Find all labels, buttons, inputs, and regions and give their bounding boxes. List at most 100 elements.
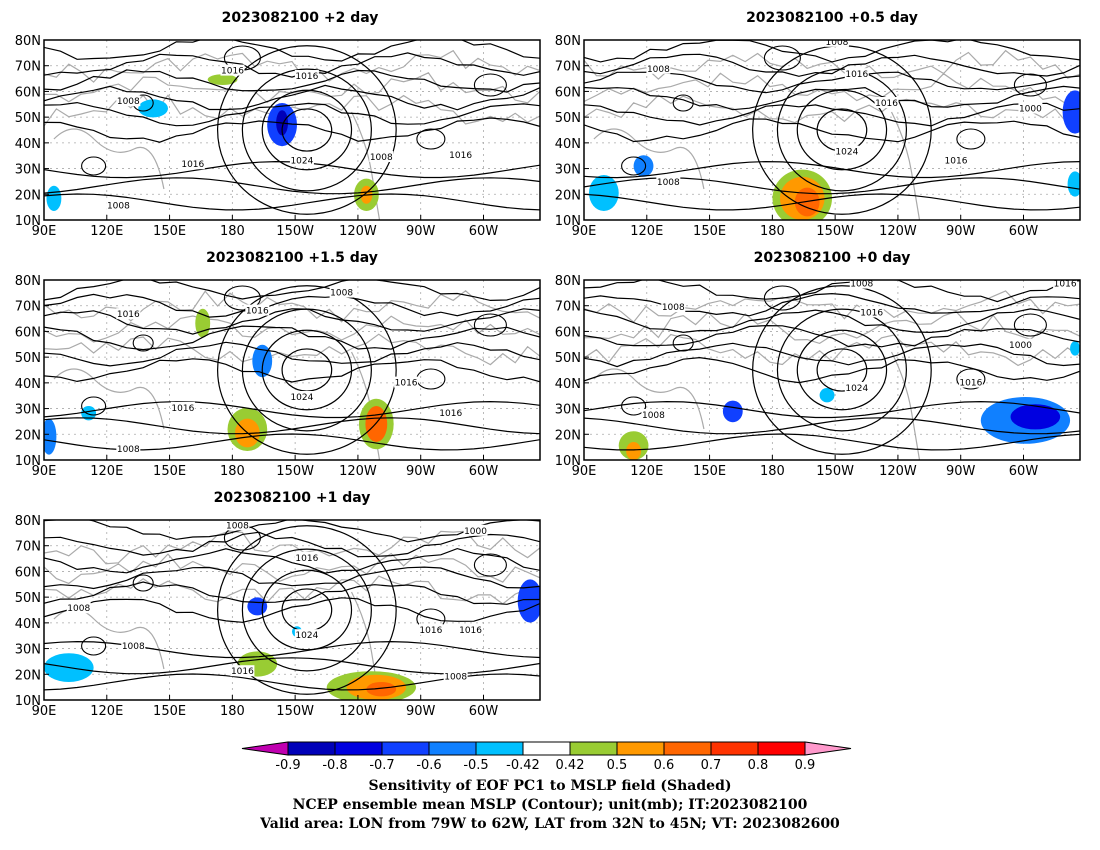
mslp-contour xyxy=(816,348,868,392)
lon-tick-label: 90W xyxy=(946,464,976,479)
contour-label: 1024 xyxy=(845,384,868,394)
mslp-contour xyxy=(584,400,1080,419)
mslp-contour xyxy=(81,396,107,416)
lon-tick-label: 150E xyxy=(693,464,726,479)
lon-tick-label: 120W xyxy=(339,704,377,719)
lon-tick-label: 90E xyxy=(572,224,597,239)
contour-label: 1000 xyxy=(1009,341,1032,351)
colorbar-bin xyxy=(710,741,759,756)
mslp-contour xyxy=(44,293,540,318)
contour-label-bg xyxy=(116,95,141,107)
mslp-contour xyxy=(956,368,986,390)
mslp-contour xyxy=(584,85,1080,111)
mslp-contour xyxy=(584,118,1080,143)
map-field: 1008 1000 1016 1008 1024 1016 1016 1008 1016 1008 xyxy=(44,520,540,700)
colorbar-label: 0.7 xyxy=(701,758,722,773)
coastline xyxy=(584,72,1080,106)
contour-label: 1016 xyxy=(1054,280,1077,290)
lon-tick-label: 150W xyxy=(816,464,854,479)
mslp-contour xyxy=(584,160,1080,179)
contour-label: 1024 xyxy=(295,631,318,641)
lat-tick-label: 30N xyxy=(15,403,41,418)
lat-tick-label: 10N xyxy=(15,694,41,709)
colorbar-label: -0.9 xyxy=(275,758,300,773)
mslp-contour xyxy=(44,566,540,590)
mslp-contour xyxy=(44,308,540,335)
lon-tick-label: 180 xyxy=(760,224,785,239)
contour-label-bg xyxy=(1053,280,1078,289)
contour-label: 1008 xyxy=(657,178,680,188)
lat-tick-label: 40N xyxy=(15,137,41,152)
contour-label: 1008 xyxy=(662,303,685,313)
coastline xyxy=(44,530,540,565)
contour-label-bg xyxy=(944,154,968,166)
contour-label-bg xyxy=(656,176,681,188)
coastline xyxy=(584,94,1080,125)
contour-label: 1008 xyxy=(107,202,130,212)
colorbar-bin xyxy=(757,741,806,756)
mslp-contour xyxy=(1013,313,1047,337)
colorbar-bin xyxy=(475,741,524,756)
lon-tick-label: 180 xyxy=(760,464,785,479)
contour-label: 1016 xyxy=(459,626,482,636)
contour-label: 1008 xyxy=(647,65,670,75)
colorbar-label: -0.8 xyxy=(322,758,347,773)
lon-tick-label: 150E xyxy=(153,464,186,479)
colorbar-label: -0.7 xyxy=(369,758,394,773)
contour-label-bg xyxy=(418,623,443,635)
lon-tick-label: 120W xyxy=(879,464,917,479)
lon-tick-label: 150W xyxy=(276,464,314,479)
contour-label: 1008 xyxy=(117,445,140,455)
mslp-contour xyxy=(44,280,540,302)
contour-label: 1016 xyxy=(395,379,418,389)
map-panel: 1016 1016 1008 1016 1024 1016 1016 1008 20230821… xyxy=(15,250,541,479)
lat-tick-label: 10N xyxy=(15,214,41,229)
lat-tick-label: 20N xyxy=(15,668,41,683)
lon-tick-label: 180 xyxy=(220,224,245,239)
contour-label: 1008 xyxy=(117,97,140,107)
mslp-contour xyxy=(44,117,540,143)
mslp-contour xyxy=(763,285,801,311)
contour-label-bg xyxy=(874,97,899,108)
coastline xyxy=(53,128,165,190)
mslp-contour xyxy=(44,597,540,623)
sensitivity-shade xyxy=(1070,341,1080,356)
mslp-contour xyxy=(217,45,397,215)
colorbar-above-arrow xyxy=(804,741,852,756)
mslp-contour xyxy=(44,358,540,383)
lon-tick-label: 90W xyxy=(406,464,436,479)
contour-label: 1024 xyxy=(290,393,313,403)
contour-label-bg xyxy=(1018,102,1043,114)
sensitivity-shade xyxy=(819,388,835,403)
contour-label-bg xyxy=(834,145,859,157)
coastline xyxy=(593,368,705,430)
lat-tick-label: 10N xyxy=(15,454,41,469)
mslp-contour xyxy=(44,52,540,78)
coastline xyxy=(593,128,705,190)
sensitivity-shade xyxy=(366,682,397,697)
lon-tick-label: 120W xyxy=(879,224,917,239)
colorbar-label: 0.8 xyxy=(748,758,769,773)
mslp-contour xyxy=(584,280,1080,303)
contour-label: 1008 xyxy=(444,673,467,683)
contour-label: 1008 xyxy=(226,521,249,531)
colorbar-below-arrow xyxy=(241,741,289,756)
mslp-contour xyxy=(584,53,1080,77)
contour-label: 1000 xyxy=(1019,104,1042,114)
sensitivity-shade xyxy=(588,175,619,211)
map-frame xyxy=(583,279,1081,461)
map-field: 1016 1016 1008 1016 1024 1008 1016 1008 xyxy=(44,40,540,220)
contour-label-bg xyxy=(824,40,849,47)
mslp-contour xyxy=(81,156,107,176)
contour-label: 1016 xyxy=(231,667,254,677)
contour-label-bg xyxy=(289,154,314,166)
mslp-contour xyxy=(584,356,1080,384)
lat-tick-label: 80N xyxy=(15,34,41,49)
lat-tick-label: 20N xyxy=(555,428,581,443)
mslp-contour xyxy=(584,433,1080,451)
contour-label-bg xyxy=(438,407,463,419)
lat-tick-label: 30N xyxy=(15,163,41,178)
contour-label: 1008 xyxy=(330,289,353,299)
map-field: 1008 1008 1016 1016 1024 1000 1016 1008 xyxy=(584,40,1080,220)
